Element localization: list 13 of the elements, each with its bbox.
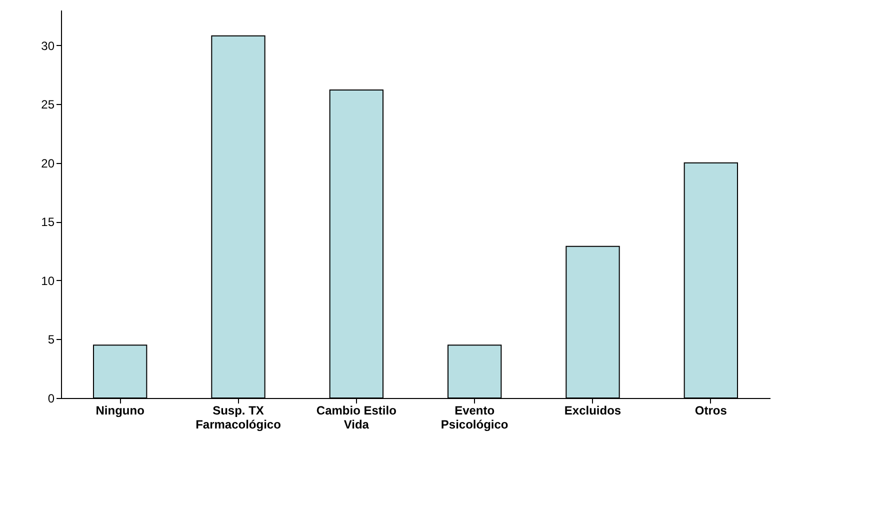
y-tick-label: 20 — [41, 156, 55, 170]
y-tick-label: 15 — [41, 215, 55, 230]
x-tick-label: Excluidos — [564, 404, 622, 418]
x-tick-label: Cambio Estilo Vida — [316, 404, 396, 432]
y-tick-label: 25 — [41, 98, 55, 112]
y-tick-label: 30 — [41, 38, 55, 53]
y-tick-label: 10 — [41, 274, 55, 288]
x-tick-label: Susp. TX Farmacológico — [196, 404, 281, 432]
x-tick-label: Evento Psicológico — [440, 404, 508, 432]
x-tick-label: Ninguno — [96, 404, 144, 418]
x-tick-label: Otros — [694, 404, 728, 418]
y-tick-label: 5 — [48, 332, 55, 347]
y-tick-label: 0 — [48, 392, 55, 406]
